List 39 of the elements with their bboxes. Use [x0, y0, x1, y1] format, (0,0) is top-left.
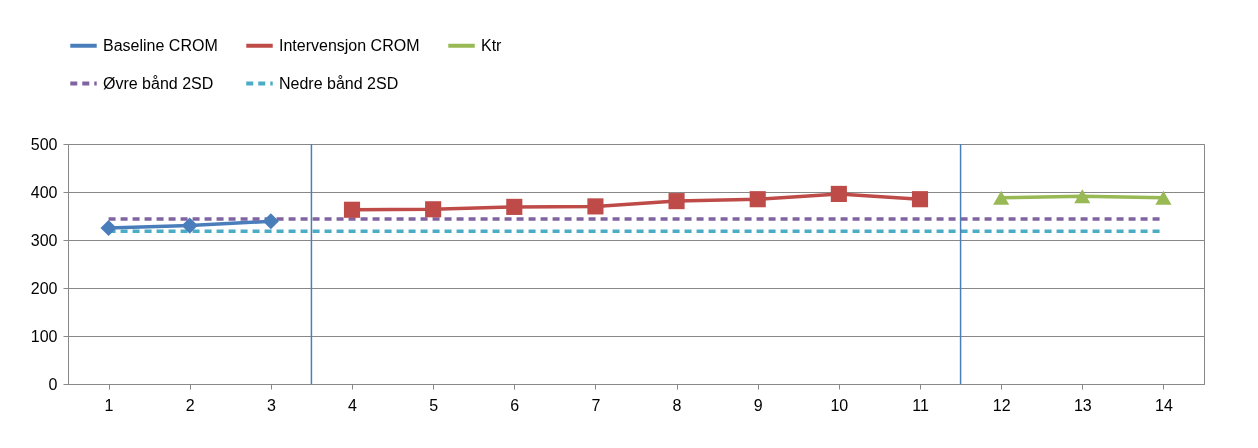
y-tick-label: 200	[30, 279, 58, 297]
point	[749, 191, 766, 208]
x-tick-label: 10	[830, 396, 849, 414]
point	[100, 219, 117, 237]
x-tick-label: 2	[185, 396, 195, 414]
point	[830, 185, 847, 202]
y-tick-label: 400	[30, 183, 58, 201]
y-tick-label: 500	[30, 135, 58, 153]
x-tick-label: 9	[753, 396, 763, 414]
point	[506, 198, 523, 215]
x-tick-label: 11	[912, 396, 929, 414]
x-tick-label: 12	[992, 396, 1011, 414]
legend-label: Ktr	[481, 36, 503, 54]
x-tick-label: 1	[104, 396, 114, 414]
legend-label: Øvre bånd 2SD	[103, 74, 214, 92]
point	[911, 191, 929, 208]
point	[425, 201, 442, 218]
x-tick-label: 5	[429, 396, 439, 414]
x-tick-label: 13	[1073, 396, 1092, 414]
y-tick-label: 100	[30, 327, 58, 345]
x-tick-label: 7	[591, 396, 601, 414]
x-tick-label: 14	[1155, 396, 1173, 414]
point	[587, 198, 604, 215]
point	[262, 213, 279, 230]
point	[181, 217, 198, 234]
legend-label: Baseline CROM	[103, 36, 218, 54]
point	[343, 201, 361, 218]
x-tick-label: 4	[348, 396, 358, 414]
point	[668, 193, 685, 210]
point	[1074, 189, 1091, 204]
x-tick-label: 8	[672, 396, 682, 414]
legend-label: Intervensjon CROM	[279, 36, 420, 54]
point	[1155, 190, 1172, 205]
x-tick-label: 6	[510, 396, 520, 414]
point	[993, 190, 1010, 205]
legend-label: Nedre bånd 2SD	[279, 74, 399, 92]
y-tick-label: 300	[30, 231, 58, 249]
x-tick-label: 3	[266, 396, 276, 414]
y-tick-label: 0	[48, 375, 58, 393]
